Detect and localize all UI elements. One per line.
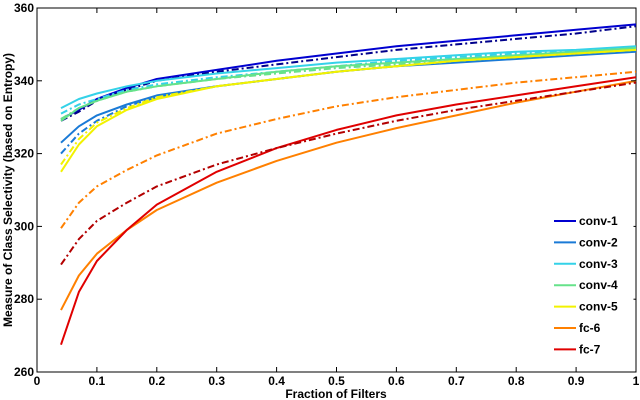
y-axis-ticks: 260 280 300 320 340 360	[14, 1, 636, 379]
y-tick-label: 260	[14, 365, 34, 379]
series-line-0	[60, 23, 637, 120]
x-tick-label: 0.4	[268, 374, 285, 388]
y-tick-label: 360	[14, 1, 34, 15]
series-line-11	[60, 70, 637, 229]
x-tick-label: 0.3	[208, 374, 225, 388]
legend-box	[548, 210, 634, 366]
x-axis-ticks: 0 0.1 0.2 0.3 0.4 0.5 0.6 0.7 0.8 0.9 1	[34, 8, 640, 388]
x-tick-label: 0.7	[448, 374, 465, 388]
legend: conv-1 conv-2 conv-3 conv-4 conv-5 fc-6 fc-7	[548, 210, 634, 366]
legend-label: fc-6	[579, 321, 601, 335]
plot-frame	[36, 7, 637, 373]
y-tick-label: 280	[14, 292, 34, 306]
x-tick-label: 0.1	[89, 374, 106, 388]
legend-label: conv-1	[579, 214, 618, 228]
y-tick-label: 300	[14, 219, 34, 233]
x-tick-label: 0.5	[328, 374, 345, 388]
y-tick-label: 340	[14, 74, 34, 88]
series-line-10	[60, 79, 637, 311]
series-line-13	[60, 81, 637, 266]
series-line-9	[60, 48, 637, 166]
legend-label: fc-7	[579, 342, 601, 356]
x-tick-label: 0	[34, 374, 41, 388]
x-axis-label: Fraction of Filters	[285, 387, 387, 400]
series-line-4	[60, 45, 637, 109]
x-tick-label: 0.6	[388, 374, 405, 388]
x-tick-label: 1	[633, 374, 640, 388]
x-tick-label: 0.8	[508, 374, 525, 388]
series-layer	[60, 23, 637, 346]
series-line-7	[60, 48, 637, 120]
plot-area	[36, 7, 637, 373]
legend-label: conv-5	[579, 300, 618, 314]
y-axis-label: Measure of Class Selectivity (based on E…	[1, 53, 15, 327]
legend-label: conv-3	[579, 257, 618, 271]
legend-label: conv-2	[579, 235, 618, 249]
x-tick-label: 0.9	[568, 374, 585, 388]
x-tick-label: 0.2	[148, 374, 165, 388]
y-tick-label: 320	[14, 147, 34, 161]
legend-label: conv-4	[579, 278, 618, 292]
